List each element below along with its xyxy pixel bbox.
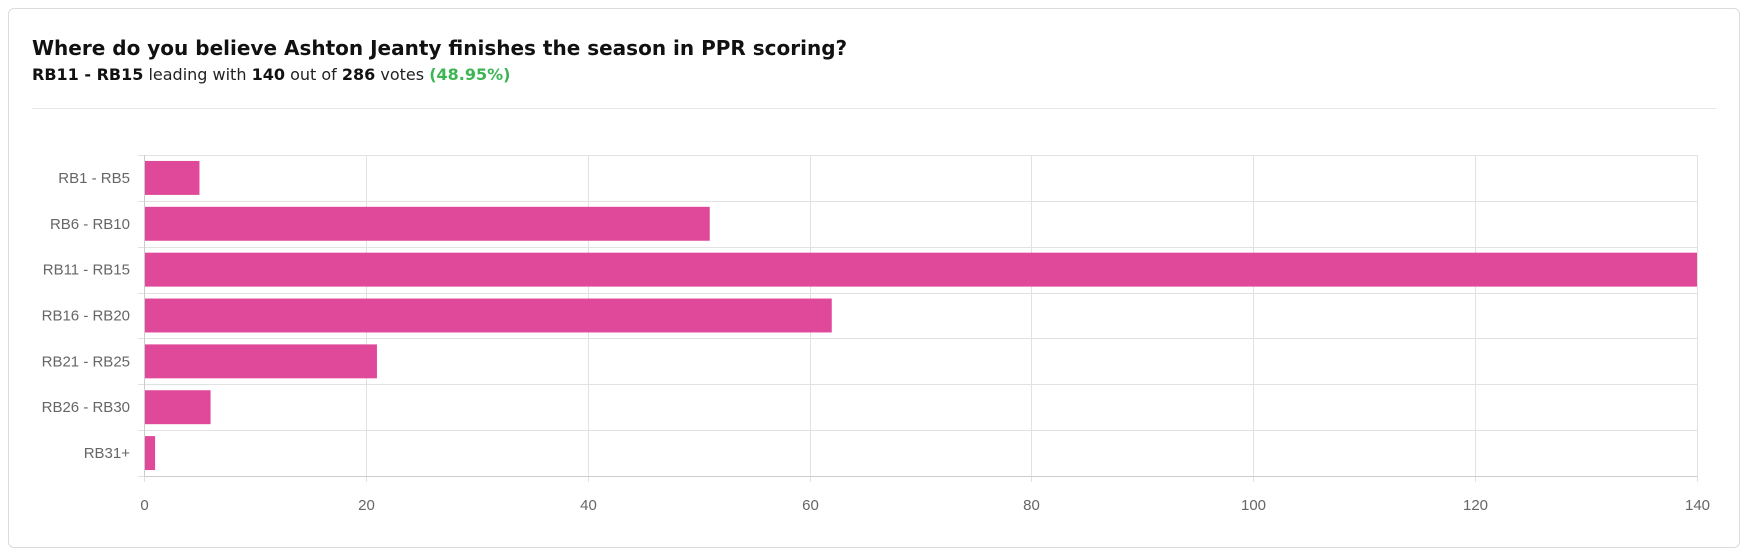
leading-option: RB11 - RB15 (32, 65, 144, 84)
x-tick-label: 100 (1241, 497, 1266, 514)
y-tick-label: RB31+ (84, 445, 131, 462)
poll-header: Where do you believe Ashton Jeanty finis… (32, 34, 1716, 109)
x-tick-label: 20 (358, 497, 375, 514)
bar (145, 436, 156, 471)
x-tick-label: 120 (1463, 497, 1488, 514)
y-tick-label: RB26 - RB30 (42, 399, 130, 416)
leader-vote-count: 140 (251, 65, 285, 84)
y-tick-label: RB1 - RB5 (58, 170, 130, 187)
x-tick-label: 80 (1023, 497, 1040, 514)
x-tick-label: 40 (580, 497, 597, 514)
x-tick-label: 140 (1685, 497, 1710, 514)
y-tick-label: RB11 - RB15 (43, 262, 130, 279)
y-tick-label: RB16 - RB20 (42, 308, 130, 325)
x-tick-label: 0 (140, 497, 148, 514)
poll-summary: RB11 - RB15 leading with 140 out of 286 … (32, 63, 1716, 87)
poll-question: Where do you believe Ashton Jeanty finis… (32, 36, 848, 60)
leading-text: leading with (148, 65, 247, 84)
bar (145, 390, 211, 425)
bar (145, 252, 1697, 287)
bar (145, 160, 200, 195)
bar (145, 298, 832, 333)
total-vote-count: 286 (341, 65, 376, 84)
y-tick-label: RB6 - RB10 (50, 216, 130, 233)
y-tick-label: RB21 - RB25 (42, 353, 130, 370)
bar (145, 344, 377, 379)
leader-percentage: (48.95%) (429, 65, 511, 84)
votes-text: votes (380, 65, 425, 84)
x-tick-label: 60 (802, 497, 819, 514)
bar (145, 206, 710, 241)
out-of-text: out of (290, 65, 337, 84)
